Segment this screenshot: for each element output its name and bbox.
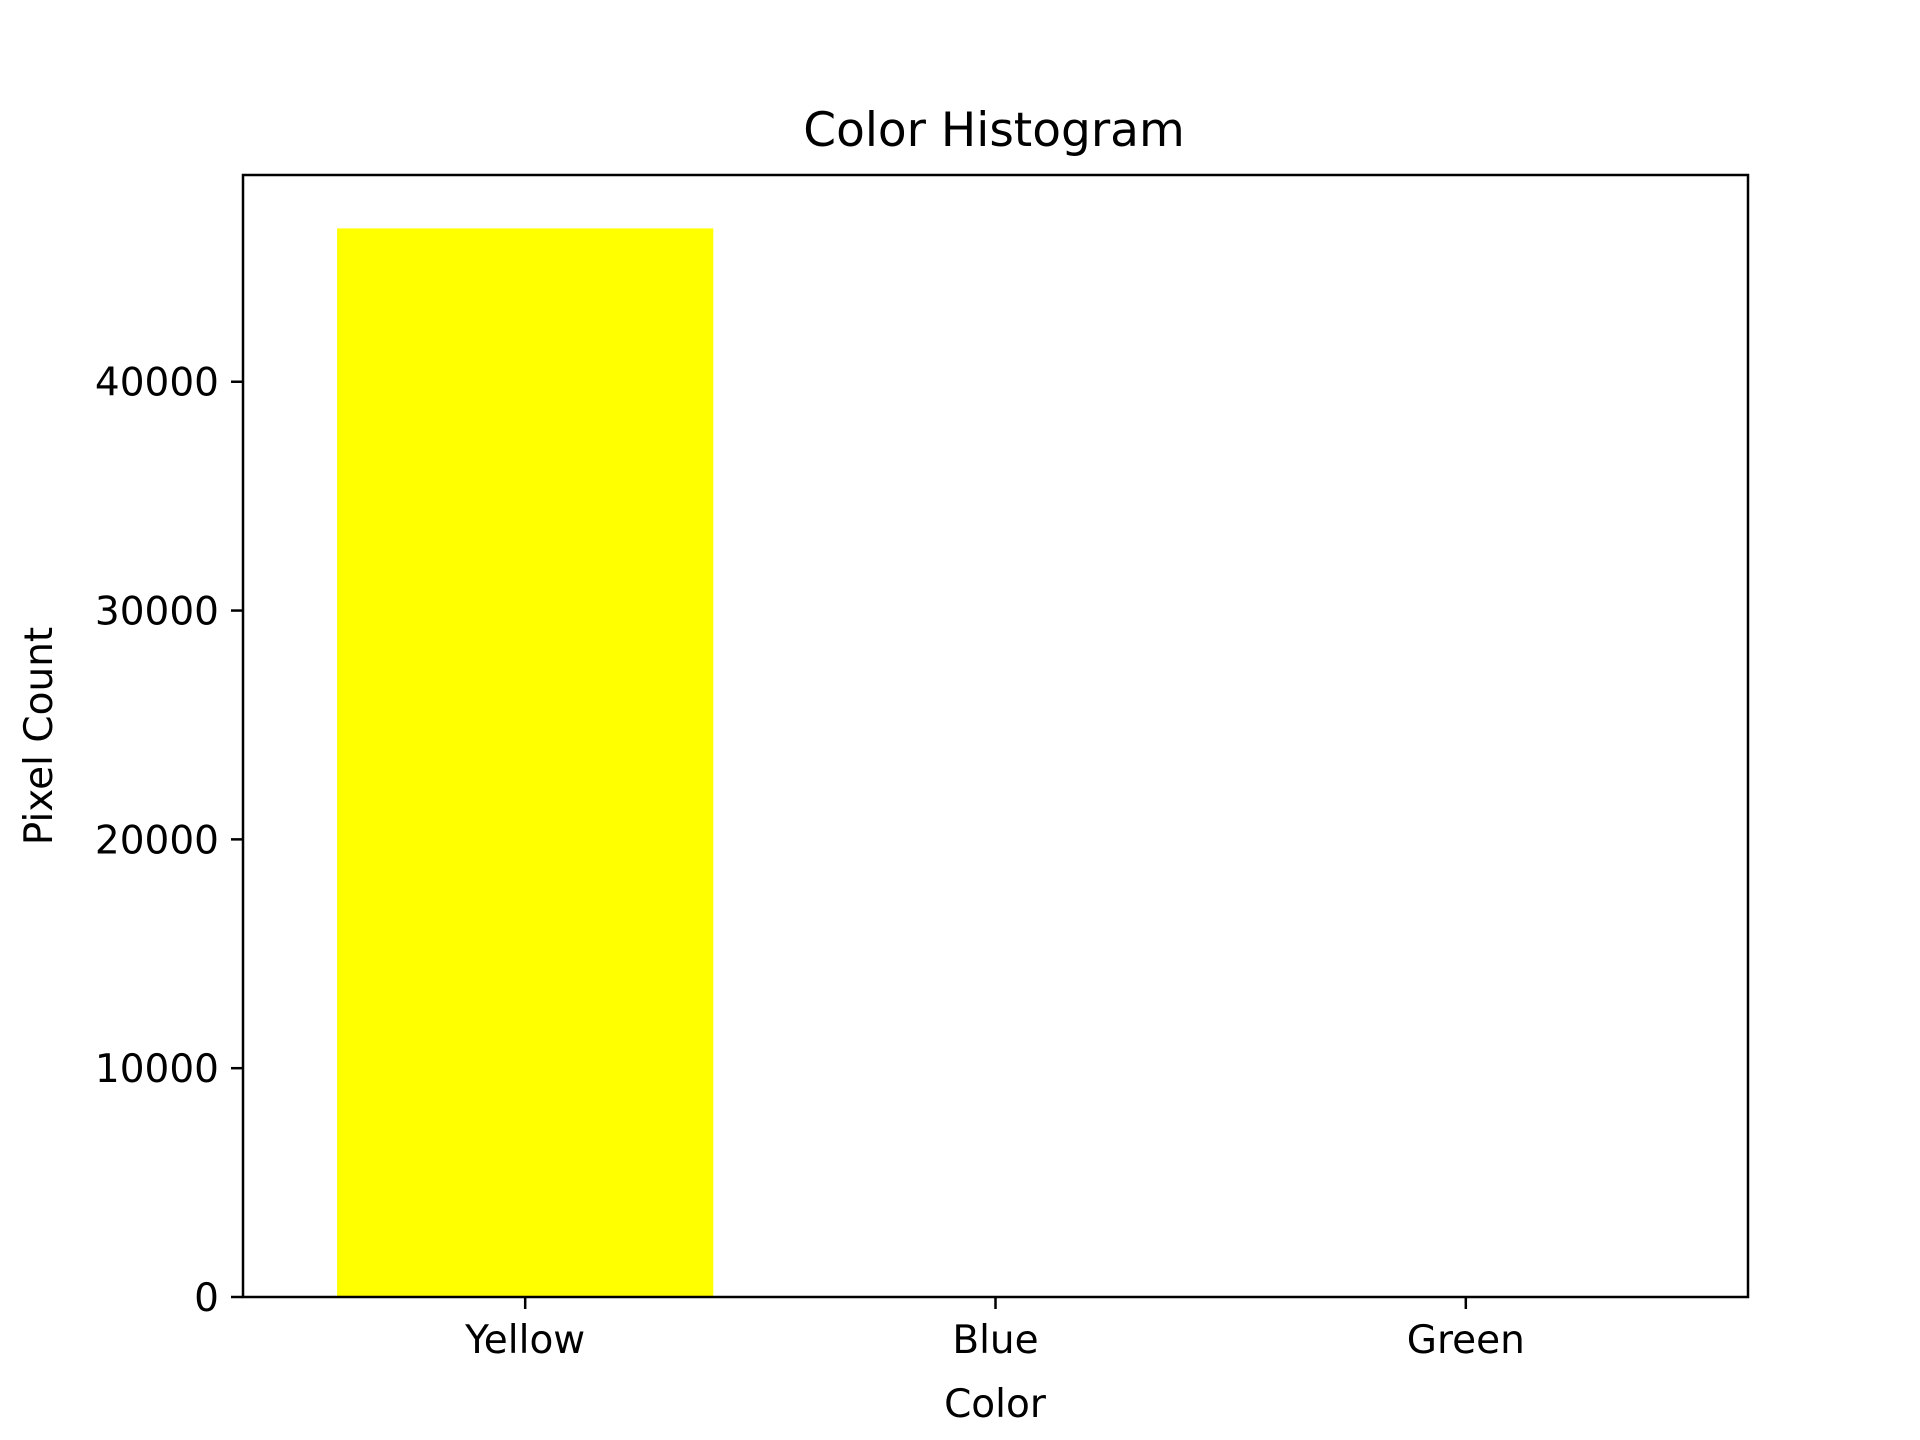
y-axis-label: Pixel Count — [17, 627, 62, 845]
chart-title: Color Histogram — [803, 103, 1184, 158]
y-tick-label-0: 0 — [194, 1276, 219, 1321]
y-axis: 0 10000 20000 30000 40000 — [95, 361, 243, 1321]
x-tick-label-green: Green — [1407, 1318, 1525, 1363]
bars-layer — [337, 228, 714, 1297]
y-tick-label-10000: 10000 — [95, 1047, 219, 1092]
y-tick-label-40000: 40000 — [95, 361, 219, 406]
y-tick-label-30000: 30000 — [95, 590, 219, 635]
x-axis-label: Color — [944, 1382, 1047, 1427]
x-tick-label-yellow: Yellow — [464, 1318, 585, 1363]
x-tick-label-blue: Blue — [952, 1318, 1038, 1363]
y-tick-label-20000: 20000 — [95, 818, 219, 863]
x-axis: Yellow Blue Green — [464, 1297, 1525, 1363]
bar-yellow — [337, 228, 714, 1297]
